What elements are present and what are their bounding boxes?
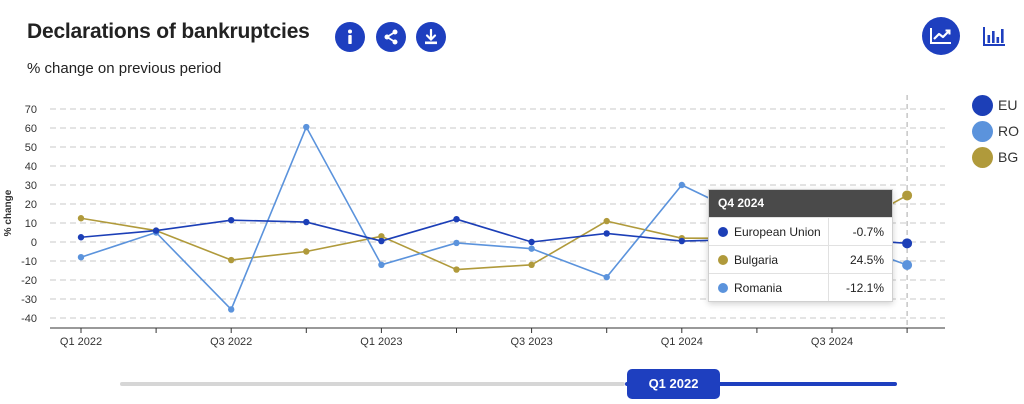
download-icon bbox=[425, 28, 437, 45]
legend-label-eu: EU bbox=[998, 97, 1018, 113]
data-point-eu bbox=[378, 237, 385, 245]
data-point-ro bbox=[77, 254, 85, 261]
y-tick-label: -40 bbox=[21, 313, 37, 325]
y-tick-label: 60 bbox=[25, 123, 37, 135]
tooltip-row-eu: European Union -0.7% bbox=[709, 217, 892, 245]
data-point-ro bbox=[603, 273, 610, 281]
time-slider-handle[interactable]: Q1 2022 bbox=[627, 369, 720, 399]
chart-subtitle: % change on previous period bbox=[27, 60, 222, 77]
page-title: Declarations of bankruptcies bbox=[27, 20, 310, 43]
bar-view-button[interactable] bbox=[980, 22, 1008, 50]
y-tick-label: 50 bbox=[25, 142, 37, 154]
data-point-eu bbox=[453, 216, 460, 223]
data-point-ro bbox=[303, 123, 310, 131]
data-point-ro bbox=[228, 306, 235, 313]
x-tick-label: Q1 2024 bbox=[661, 336, 703, 348]
legend: EU RO BG bbox=[972, 92, 1019, 170]
data-point-bg bbox=[528, 261, 535, 268]
data-point-bg bbox=[902, 190, 913, 201]
tooltip-value-bg: 24.5% bbox=[849, 252, 884, 267]
tooltip-value-eu: -0.7% bbox=[852, 224, 884, 239]
chart-tooltip: Q4 2024 European Union -0.7% Bulgaria 24… bbox=[708, 189, 893, 302]
tooltip-row-bg: Bulgaria 24.5% bbox=[709, 245, 892, 273]
tooltip-period: Q4 2024 bbox=[709, 190, 892, 217]
time-slider-range[interactable] bbox=[625, 382, 897, 386]
tooltip-marker-bg bbox=[718, 254, 728, 265]
data-point-ro bbox=[678, 181, 685, 189]
y-tick-label: 70 bbox=[25, 104, 37, 116]
data-point-eu bbox=[77, 234, 85, 241]
data-point-bg bbox=[303, 248, 310, 255]
share-icon bbox=[384, 29, 398, 45]
tooltip-row-ro: Romania -12.1% bbox=[709, 273, 892, 301]
data-point-ro bbox=[378, 261, 385, 268]
data-point-bg bbox=[453, 266, 460, 273]
legend-marker-ro bbox=[972, 120, 993, 142]
legend-item-bg[interactable]: BG bbox=[972, 144, 1019, 170]
tooltip-value-ro: -12.1% bbox=[845, 280, 884, 295]
data-point-eu bbox=[228, 216, 235, 224]
tooltip-name-bg: Bulgaria bbox=[734, 252, 779, 267]
data-point-ro bbox=[453, 239, 460, 247]
share-button[interactable] bbox=[376, 22, 406, 52]
y-tick-label: 30 bbox=[25, 180, 37, 192]
y-tick-label: -10 bbox=[21, 256, 37, 268]
y-tick-label: 40 bbox=[25, 161, 37, 173]
y-tick-label: -30 bbox=[21, 294, 37, 306]
data-point-eu bbox=[303, 218, 310, 226]
info-icon bbox=[348, 29, 352, 44]
legend-marker-eu bbox=[972, 94, 993, 116]
legend-item-ro[interactable]: RO bbox=[972, 118, 1019, 144]
info-button[interactable] bbox=[335, 22, 365, 52]
data-point-bg bbox=[603, 217, 610, 225]
legend-label-bg: BG bbox=[998, 149, 1019, 165]
data-point-bg bbox=[77, 215, 85, 222]
y-tick-label: 0 bbox=[31, 237, 37, 249]
x-tick-label: Q3 2022 bbox=[210, 336, 252, 348]
tooltip-marker-eu bbox=[718, 226, 728, 237]
x-tick-label: Q1 2022 bbox=[60, 336, 102, 348]
y-axis-label: % change bbox=[3, 189, 14, 236]
tooltip-name-eu: European Union bbox=[734, 224, 821, 239]
data-point-eu bbox=[902, 238, 913, 249]
data-point-bg bbox=[228, 256, 235, 264]
legend-item-eu[interactable]: EU bbox=[972, 92, 1019, 118]
line-chart-icon bbox=[930, 28, 951, 44]
legend-marker-bg bbox=[972, 146, 993, 168]
bar-chart-icon bbox=[983, 27, 1005, 46]
x-tick-label: Q3 2024 bbox=[811, 336, 853, 348]
legend-label-ro: RO bbox=[998, 123, 1019, 139]
data-point-eu bbox=[152, 227, 160, 234]
x-tick-label: Q1 2023 bbox=[360, 336, 402, 348]
tooltip-name-ro: Romania bbox=[734, 280, 783, 295]
data-point-eu bbox=[678, 237, 685, 245]
data-point-bg bbox=[378, 233, 385, 240]
data-point-eu bbox=[603, 230, 610, 237]
time-slider-track[interactable] bbox=[120, 382, 625, 386]
line-view-button[interactable] bbox=[922, 17, 960, 55]
x-tick-label: Q3 2023 bbox=[510, 336, 552, 348]
download-button[interactable] bbox=[416, 22, 446, 52]
tooltip-marker-ro bbox=[718, 282, 728, 293]
y-tick-label: -20 bbox=[21, 275, 37, 287]
y-tick-label: 20 bbox=[25, 199, 37, 211]
data-point-ro bbox=[902, 259, 913, 270]
y-tick-label: 10 bbox=[25, 218, 37, 230]
data-point-eu bbox=[528, 238, 535, 246]
data-point-ro bbox=[528, 245, 535, 252]
